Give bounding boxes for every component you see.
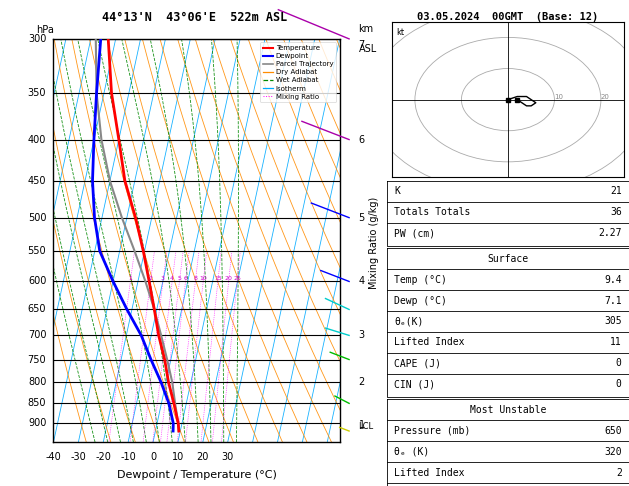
Text: 5: 5 [359,213,365,223]
Text: Dewpoint / Temperature (°C): Dewpoint / Temperature (°C) [116,470,277,481]
Text: 0: 0 [150,452,156,462]
Text: 03.05.2024  00GMT  (Base: 12): 03.05.2024 00GMT (Base: 12) [417,12,599,22]
Text: Totals Totals: Totals Totals [394,207,470,217]
Text: 44°13'N  43°06'E  522m ASL: 44°13'N 43°06'E 522m ASL [103,11,287,23]
Text: 750: 750 [28,354,47,364]
Text: Lifted Index: Lifted Index [394,337,465,347]
Text: 650: 650 [604,426,621,436]
Text: 9.4: 9.4 [604,275,621,285]
Text: 7.1: 7.1 [604,295,621,306]
Text: 700: 700 [28,330,47,340]
Text: 305: 305 [604,316,621,327]
Text: Temp (°C): Temp (°C) [394,275,447,285]
Text: 10: 10 [199,277,207,281]
Text: 7: 7 [359,40,365,50]
Text: 11: 11 [610,337,621,347]
Text: km: km [359,24,374,34]
Text: 650: 650 [28,304,47,314]
Text: 350: 350 [28,88,47,98]
Text: 2: 2 [359,377,365,387]
Text: 20: 20 [197,452,209,462]
Text: 600: 600 [28,277,47,286]
Text: Mixing Ratio (g/kg): Mixing Ratio (g/kg) [369,197,379,289]
Text: ASL: ASL [359,44,377,54]
Text: 6: 6 [184,277,187,281]
Text: 450: 450 [28,176,47,186]
Text: 21: 21 [610,186,621,196]
Text: 0: 0 [616,379,621,389]
Text: θₑ(K): θₑ(K) [394,316,423,327]
Legend: Temperature, Dewpoint, Parcel Trajectory, Dry Adiabat, Wet Adiabat, Isotherm, Mi: Temperature, Dewpoint, Parcel Trajectory… [260,42,336,103]
Text: CIN (J): CIN (J) [394,379,435,389]
Text: 320: 320 [604,447,621,457]
Text: 900: 900 [28,418,47,428]
Text: 20: 20 [225,277,233,281]
Text: 550: 550 [28,246,47,256]
Text: PW (cm): PW (cm) [394,228,435,238]
Text: Pressure (mb): Pressure (mb) [394,426,470,436]
Text: 2.27: 2.27 [598,228,621,238]
Text: LCL: LCL [359,421,374,431]
Text: 3: 3 [359,330,365,340]
Text: 3: 3 [161,277,165,281]
Text: 500: 500 [28,213,47,223]
Text: θₑ (K): θₑ (K) [394,447,430,457]
Text: 30: 30 [221,452,234,462]
Text: Dewp (°C): Dewp (°C) [394,295,447,306]
Text: 400: 400 [28,135,47,144]
Text: 25: 25 [233,277,241,281]
Text: 15: 15 [214,277,222,281]
Text: Most Unstable: Most Unstable [470,405,546,415]
Text: -10: -10 [120,452,136,462]
Text: Surface: Surface [487,254,528,264]
Text: 2: 2 [148,277,152,281]
Text: Lifted Index: Lifted Index [394,468,465,478]
Text: CAPE (J): CAPE (J) [394,358,441,368]
Text: -20: -20 [96,452,111,462]
Text: 0: 0 [616,358,621,368]
Text: 4: 4 [359,277,365,286]
Text: 1: 1 [128,277,132,281]
Text: hPa: hPa [36,25,54,35]
Text: 4: 4 [170,277,174,281]
Text: 800: 800 [28,377,47,387]
Text: 2: 2 [616,468,621,478]
Text: 300: 300 [28,34,47,44]
Text: -40: -40 [45,452,62,462]
Text: 6: 6 [359,135,365,144]
Text: 5: 5 [177,277,181,281]
Text: 850: 850 [28,399,47,408]
Text: 36: 36 [610,207,621,217]
Text: -30: -30 [70,452,86,462]
Text: K: K [394,186,400,196]
Text: 10: 10 [172,452,184,462]
Text: 8: 8 [194,277,198,281]
Text: 1: 1 [359,420,365,430]
